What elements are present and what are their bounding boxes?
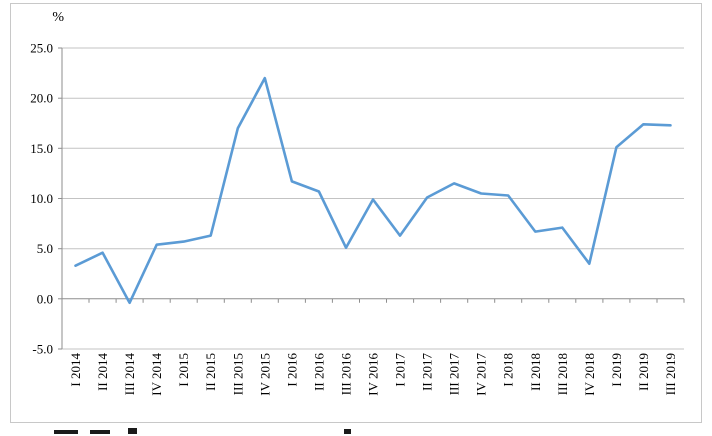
x-tick-label: I 2017 [393, 353, 408, 387]
y-tick-label: 5.0 [37, 241, 53, 256]
x-tick-label: I 2018 [501, 353, 516, 387]
x-tick-label: I 2016 [284, 353, 299, 387]
x-tick-label: II 2019 [636, 353, 651, 391]
clipped-text-fragment [54, 430, 78, 434]
x-tick-label: III 2019 [663, 353, 678, 395]
y-tick-label: 20.0 [30, 91, 53, 106]
x-tick-label: II 2016 [311, 353, 326, 391]
x-tick-label: IV 2014 [149, 353, 164, 396]
y-tick-label: 25.0 [30, 41, 53, 56]
y-axis-unit-label: % [52, 10, 64, 25]
x-tick-label: III 2014 [122, 353, 137, 396]
x-tick-label: III 2018 [555, 353, 570, 395]
y-tick-label: -5.0 [32, 342, 53, 357]
y-tick-label: 10.0 [30, 191, 53, 206]
clipped-text-fragment [344, 429, 351, 434]
clipped-text-fragment [128, 428, 137, 434]
x-tick-label: III 2016 [339, 353, 354, 396]
x-tick-label: II 2015 [203, 353, 218, 391]
x-tick-label: II 2017 [420, 353, 435, 391]
chart-frame [10, 3, 702, 423]
x-tick-label: I 2019 [609, 353, 624, 387]
x-tick-label: I 2014 [68, 353, 83, 387]
x-tick-label: IV 2018 [582, 353, 597, 396]
x-tick-label: III 2017 [447, 353, 462, 396]
x-tick-label: IV 2015 [257, 353, 272, 396]
y-tick-label: 0.0 [37, 291, 53, 306]
x-tick-label: IV 2016 [366, 353, 381, 396]
x-tick-label: II 2014 [95, 353, 110, 391]
x-tick-label: I 2015 [176, 353, 191, 387]
x-tick-label: II 2018 [528, 353, 543, 391]
x-tick-label: III 2015 [230, 353, 245, 395]
y-tick-label: 15.0 [30, 141, 53, 156]
x-tick-label: IV 2017 [474, 353, 489, 396]
clipped-caption [0, 428, 712, 436]
series-line [74, 76, 672, 305]
clipped-text-fragment [90, 430, 110, 434]
